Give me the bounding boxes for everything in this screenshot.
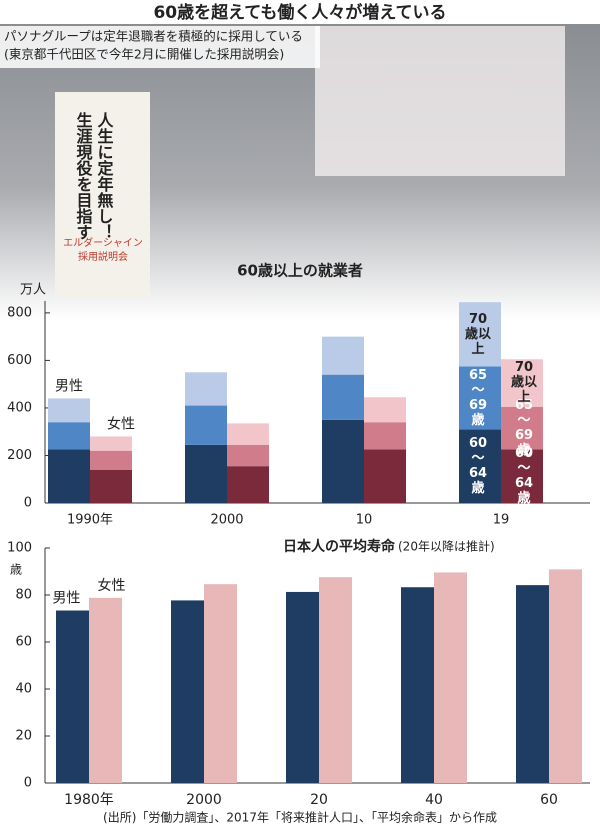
segment-label: 60～64歳 bbox=[514, 446, 534, 507]
photo-caption: パソナグループは定年退職者を積極的に採用している bbox=[4, 29, 303, 44]
bar-segment bbox=[364, 397, 406, 423]
bar-segment bbox=[227, 444, 269, 467]
segment-label: 65～69歳 bbox=[468, 367, 488, 428]
bar bbox=[89, 597, 122, 783]
bar-segment bbox=[459, 429, 501, 503]
photo-caption: (東京都千代田区で今年2月に開催した採用説明会) bbox=[4, 47, 284, 62]
source: (出所)「労働力調査」、2017年「将来推計人口」、「平均余命表」から作成 bbox=[103, 810, 497, 825]
x-tick-label: 40 bbox=[425, 792, 443, 808]
group-label: 女性 bbox=[107, 415, 135, 432]
caption-bg bbox=[0, 26, 320, 68]
x-tick-label: 60 bbox=[540, 792, 558, 808]
x-tick-label: 2000 bbox=[186, 792, 222, 808]
bar-segment bbox=[90, 469, 132, 503]
legend-label: 男性 bbox=[53, 591, 81, 607]
banner-text: 人生に定年無し！ bbox=[95, 112, 115, 240]
x-tick-label: 19 bbox=[493, 513, 510, 528]
y-tick-label: 600 bbox=[7, 353, 32, 368]
bar-segment bbox=[227, 466, 269, 503]
bar bbox=[171, 600, 204, 783]
bar-segment bbox=[185, 372, 227, 406]
unit: 歳 bbox=[10, 563, 22, 577]
bar-segment bbox=[185, 444, 227, 503]
chart-subtitle: (20年以降は推計) bbox=[398, 539, 495, 554]
bar bbox=[516, 585, 549, 783]
x-tick-label: 10 bbox=[356, 513, 373, 528]
bar-segment bbox=[322, 374, 364, 420]
segment-label: 60～64歳 bbox=[468, 436, 488, 497]
bar-segment bbox=[501, 359, 543, 407]
y-tick-label: 200 bbox=[7, 448, 32, 463]
y-tick-label: 100 bbox=[7, 541, 32, 556]
y-tick-label: 20 bbox=[15, 729, 32, 744]
bar-segment bbox=[364, 422, 406, 450]
y-tick-label: 0 bbox=[24, 776, 32, 791]
bar-segment bbox=[185, 405, 227, 445]
bar-segment bbox=[459, 302, 501, 367]
bar-segment bbox=[48, 398, 90, 423]
bar bbox=[204, 584, 237, 783]
bar bbox=[319, 577, 352, 783]
bar-segment bbox=[90, 450, 132, 470]
bar bbox=[434, 572, 467, 783]
x-tick-label: 20 bbox=[310, 792, 328, 808]
unit: 万人 bbox=[20, 283, 46, 298]
segment-label: 70歳以上 bbox=[510, 360, 537, 406]
y-tick-label: 0 bbox=[24, 496, 32, 511]
segment-label: 65～69歳 bbox=[514, 398, 534, 459]
bar bbox=[549, 569, 582, 783]
bar-segment bbox=[322, 419, 364, 503]
photo-banner bbox=[55, 92, 150, 297]
y-tick-label: 400 bbox=[7, 400, 32, 415]
chart-title: 日本人の平均寿命 bbox=[283, 538, 396, 555]
x-tick-label: 2000 bbox=[210, 513, 243, 528]
group-label: 男性 bbox=[55, 378, 83, 394]
bar-segment bbox=[501, 449, 543, 503]
bar-segment bbox=[364, 449, 406, 503]
bar-segment bbox=[48, 422, 90, 450]
y-tick-label: 40 bbox=[15, 682, 32, 697]
bar bbox=[401, 587, 434, 783]
banner-text: 生涯現役を目指す bbox=[74, 111, 93, 240]
bar bbox=[56, 610, 89, 783]
sign-text: エルダーシャイン bbox=[63, 236, 143, 249]
segment-label: 70歳以上 bbox=[464, 311, 491, 357]
y-tick-label: 60 bbox=[15, 635, 32, 650]
bar-segment bbox=[90, 436, 132, 451]
x-tick-label: 1990年 bbox=[67, 513, 113, 528]
y-tick-label: 80 bbox=[15, 588, 32, 603]
y-tick-label: 800 bbox=[7, 305, 32, 320]
bar-segment bbox=[227, 423, 269, 445]
photo-backdrop bbox=[315, 26, 565, 176]
bar-segment bbox=[48, 449, 90, 503]
x-tick-label: 1980年 bbox=[64, 792, 114, 808]
bar bbox=[286, 591, 319, 783]
title: 60歳を超えても働く人々が増えている bbox=[153, 2, 446, 23]
bar-segment bbox=[501, 406, 543, 450]
chart-title: 60歳以上の就業者 bbox=[237, 262, 363, 280]
bar-segment bbox=[459, 366, 501, 430]
legend-label: 女性 bbox=[98, 577, 126, 594]
bar-segment bbox=[322, 336, 364, 375]
sign-text: 採用説明会 bbox=[78, 250, 128, 263]
